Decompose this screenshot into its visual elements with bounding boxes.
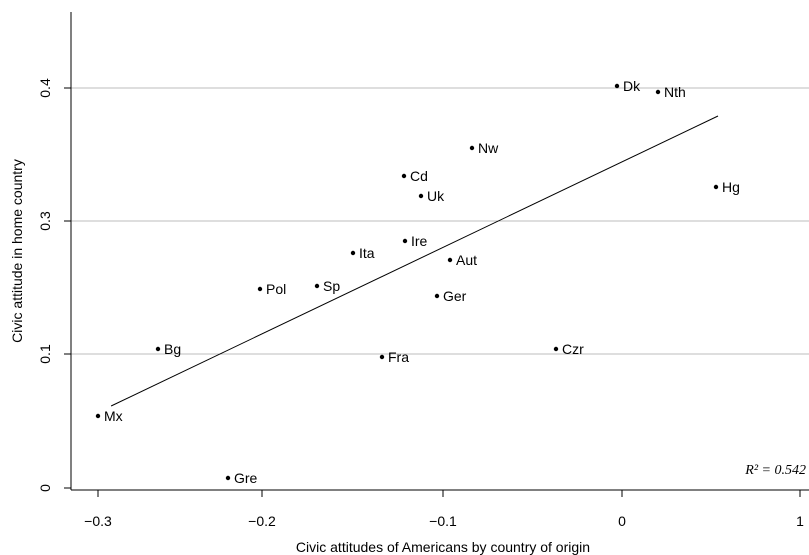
point-marker (350, 250, 356, 256)
point-marker (553, 346, 559, 352)
point-label: Pol (266, 281, 286, 297)
point-marker (434, 293, 440, 299)
data-point: Uk (418, 188, 445, 204)
point-marker (655, 89, 661, 95)
axis-ticks: 0 0.1 0.3 0.4 −0.3 −0.2 −0.1 0 1 (37, 78, 804, 529)
point-marker (402, 238, 408, 244)
point-marker (401, 173, 407, 179)
x-tick-label: −0.1 (429, 513, 457, 529)
fit-line-group (110, 115, 719, 407)
regression-line (110, 115, 719, 407)
point-marker (225, 475, 231, 481)
y-axis-title: Civic attitude in home country (9, 159, 25, 343)
axes (70, 12, 809, 491)
data-point: Gre (225, 470, 258, 486)
point-marker (447, 257, 453, 263)
point-label: Bg (164, 341, 181, 357)
point-label: Dk (623, 78, 641, 94)
data-point: Cd (401, 168, 428, 184)
data-point: Dk (614, 78, 641, 94)
point-marker (257, 286, 263, 292)
point-marker (469, 145, 475, 151)
data-point: Nth (655, 84, 686, 100)
data-point: Pol (257, 281, 286, 297)
point-marker (314, 283, 320, 289)
point-label: Aut (456, 252, 477, 268)
y-tick-label: 0.3 (37, 211, 53, 231)
x-axis-title: Civic attitudes of Americans by country … (296, 539, 590, 555)
x-tick-label: 1 (796, 513, 804, 529)
point-label: Nw (478, 140, 499, 156)
point-label: Ger (443, 288, 467, 304)
y-tick-label: 0.1 (37, 344, 53, 364)
point-label: Sp (323, 278, 340, 294)
data-point: Hg (713, 179, 740, 195)
data-point: Ita (350, 245, 375, 261)
point-marker (418, 193, 424, 199)
data-points: Dk Nth Nw Hg Cd Uk Ita Ire Aut Pol Sp Ger Bg Fra Czr Mx… (95, 78, 740, 486)
x-tick-label: −0.3 (84, 513, 112, 529)
point-label: Hg (722, 179, 740, 195)
point-marker (95, 413, 101, 419)
y-tick-label: 0.4 (37, 78, 53, 98)
data-point: Aut (447, 252, 477, 268)
point-label: Ire (411, 233, 428, 249)
point-label: Gre (234, 470, 258, 486)
x-tick-label: 0 (618, 513, 626, 529)
data-point: Mx (95, 408, 123, 424)
point-marker (379, 354, 385, 360)
point-marker (713, 184, 719, 190)
point-marker (155, 346, 161, 352)
y-tick-label: 0 (37, 484, 53, 492)
point-label: Mx (104, 408, 123, 424)
data-point: Bg (155, 341, 181, 357)
point-marker (614, 83, 620, 89)
data-point: Nw (469, 140, 499, 156)
point-label: Czr (562, 341, 584, 357)
point-label: Ita (359, 245, 375, 261)
point-label: Uk (427, 188, 445, 204)
data-point: Fra (379, 349, 409, 365)
data-point: Czr (553, 341, 584, 357)
data-point: Sp (314, 278, 340, 294)
r-squared-annotation: R² = 0.542 (744, 463, 806, 478)
x-tick-label: −0.2 (248, 513, 276, 529)
data-point: Ire (402, 233, 428, 249)
point-label: Nth (664, 84, 686, 100)
point-label: Cd (410, 168, 428, 184)
point-label: Fra (388, 349, 409, 365)
data-point: Ger (434, 288, 467, 304)
grid-lines (71, 87, 809, 355)
